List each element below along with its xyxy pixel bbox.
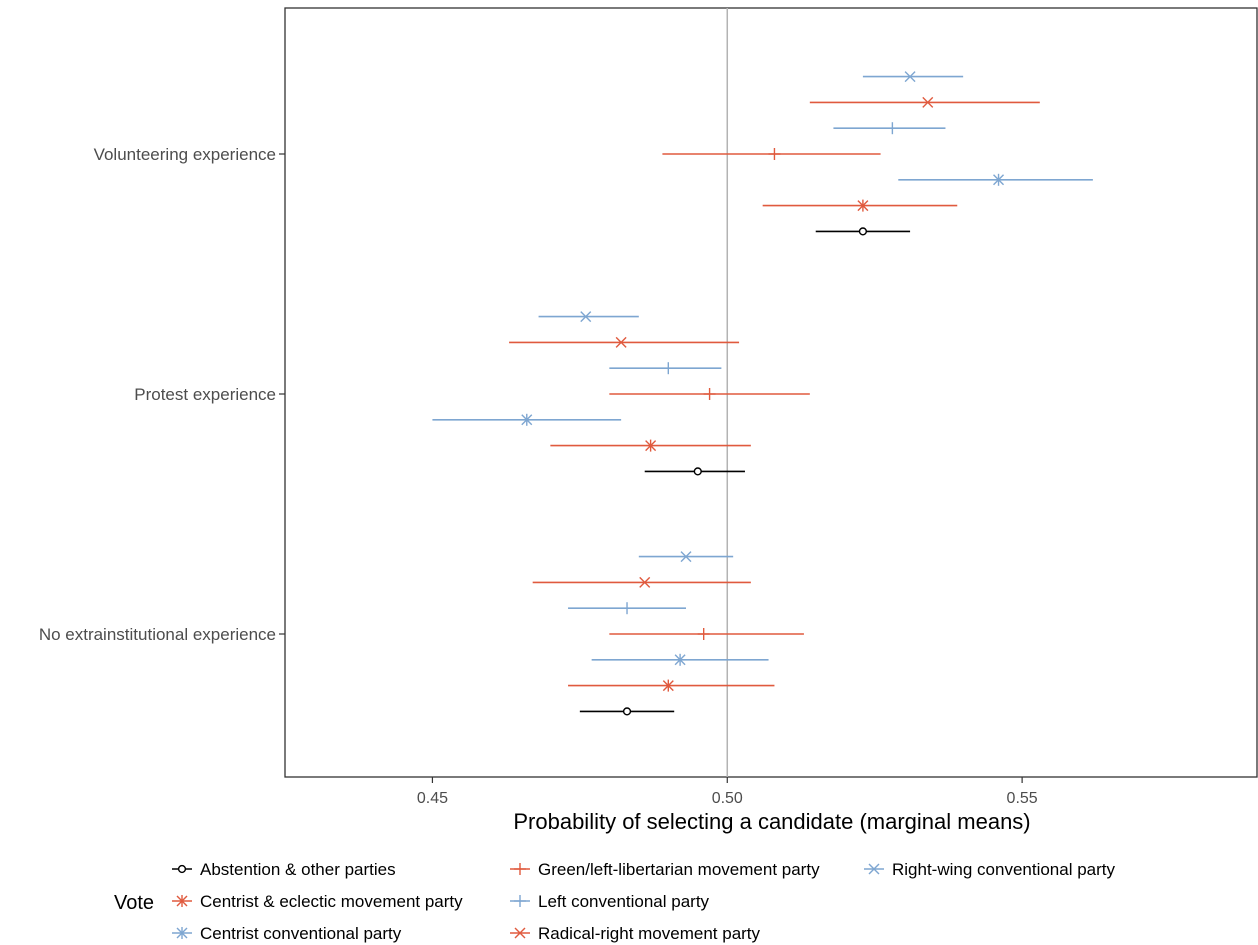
point-marker (680, 551, 692, 563)
legend-label: Green/left-libertarian movement party (538, 860, 820, 879)
legend-label: Centrist & eclectic movement party (200, 892, 463, 911)
point-marker (662, 362, 675, 375)
point-marker (662, 679, 674, 692)
legend-title: Vote (114, 892, 154, 914)
legend-key-marker (514, 927, 526, 939)
legend-item: Centrist conventional party (172, 924, 402, 943)
point-marker (622, 707, 632, 716)
point-marker (674, 653, 686, 666)
legend-key-marker (176, 895, 188, 907)
x-axis-title: Probability of selecting a candidate (ma… (513, 809, 1030, 834)
point-marker (693, 467, 702, 476)
legend-item: Left conventional party (510, 892, 710, 911)
point-marker (697, 628, 710, 640)
point-marker (858, 227, 868, 236)
plot-layer: 0.45 0.50 0.55 Volunteering experience Prote… (39, 7, 1258, 807)
y-category-label: Protest experience (134, 385, 276, 404)
legend-key-marker (868, 863, 880, 875)
legend: Vote Abstention & other parties Centrist … (114, 860, 1116, 943)
y-category-label: Volunteering experience (94, 145, 276, 164)
point-marker (922, 96, 934, 108)
legend-item: Right-wing conventional party (864, 860, 1116, 879)
point-marker (521, 413, 533, 426)
legend-key-marker (514, 863, 526, 875)
legend-label: Radical-right movement party (538, 924, 761, 943)
point-marker (857, 199, 869, 212)
point-marker (703, 388, 716, 400)
point-marker (904, 71, 916, 83)
point-marker (886, 122, 899, 135)
point-marker (639, 576, 651, 588)
point-marker (621, 602, 634, 615)
legend-key-marker (177, 864, 187, 874)
point-marker (580, 311, 592, 323)
point-marker (768, 148, 781, 160)
legend-key-marker (176, 927, 188, 939)
legend-label: Centrist conventional party (200, 924, 402, 943)
plot-panel (284, 7, 1258, 778)
legend-label: Right-wing conventional party (892, 860, 1116, 879)
legend-label: Left conventional party (538, 892, 710, 911)
legend-item: Abstention & other parties (172, 860, 396, 879)
x-tick-label: 0.50 (712, 790, 743, 807)
point-marker (993, 173, 1005, 186)
legend-item: Centrist & eclectic movement party (172, 892, 463, 911)
point-marker (645, 439, 657, 452)
point-marker (615, 336, 627, 348)
x-tick-label: 0.55 (1007, 790, 1038, 807)
legend-item: Radical-right movement party (510, 924, 761, 943)
y-category-label: No extrainstitutional experience (39, 625, 276, 644)
x-tick-label: 0.45 (417, 790, 448, 807)
legend-item: Green/left-libertarian movement party (510, 860, 820, 879)
legend-label: Abstention & other parties (200, 860, 396, 879)
legend-key-marker (514, 895, 526, 907)
